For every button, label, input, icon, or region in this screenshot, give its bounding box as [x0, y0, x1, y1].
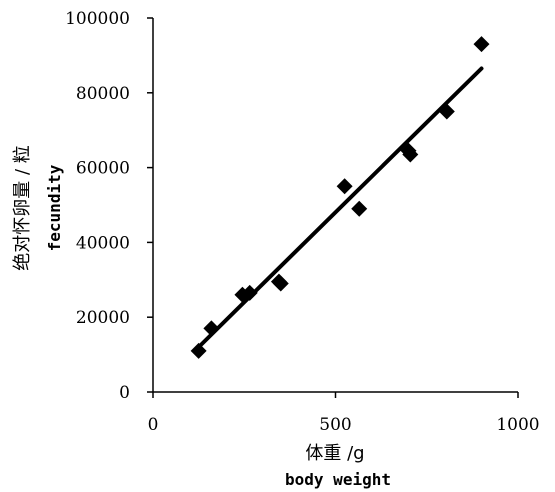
y-axis-title-en: fecundity [45, 164, 64, 251]
trendline-group [196, 66, 484, 350]
data-point [203, 320, 220, 337]
data-point [336, 178, 353, 195]
x-tick-label: 0 [148, 415, 159, 435]
data-point [351, 200, 368, 217]
trendline [196, 66, 484, 350]
x-ticks: 0 500 1000 [148, 392, 540, 435]
y-tick-label: 0 [119, 383, 130, 403]
y-tick-label: 60000 [76, 159, 130, 179]
x-tick-label: 1000 [496, 415, 539, 435]
y-tick-label: 20000 [76, 308, 130, 328]
y-axis-title: 绝对怀卵量 / 粒 [12, 145, 33, 271]
x-tick-label: 500 [319, 415, 351, 435]
x-axis-title-en: body weight [285, 470, 391, 489]
data-point [190, 342, 207, 359]
y-ticks: 0 20000 40000 60000 80000 100000 [65, 9, 153, 403]
y-tick-label: 40000 [76, 233, 130, 253]
y-tick-label: 80000 [76, 84, 130, 104]
data-point [438, 103, 455, 120]
data-point [473, 36, 490, 53]
data-point [241, 284, 258, 301]
y-tick-label: 100000 [65, 9, 130, 29]
data-points [190, 36, 490, 359]
data-point [272, 275, 289, 292]
data-point [402, 146, 419, 163]
x-axis-title: 体重 /g [305, 443, 364, 464]
